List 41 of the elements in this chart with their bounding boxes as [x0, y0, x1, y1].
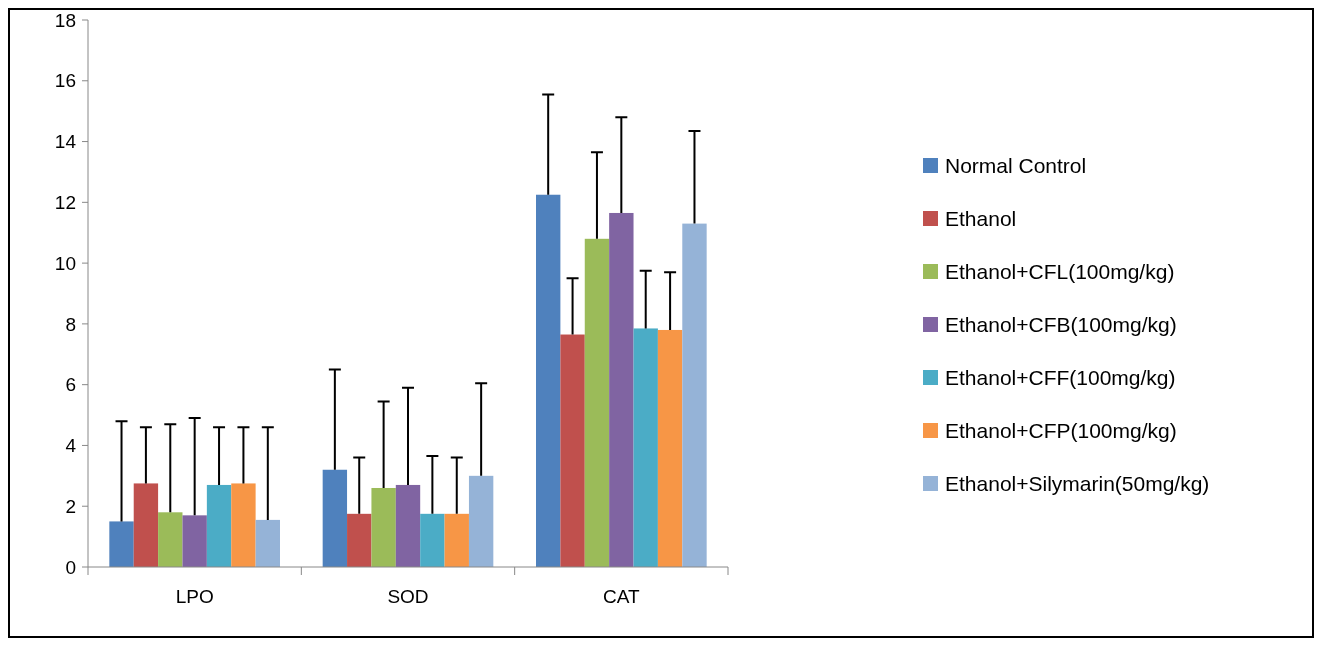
y-tick-label: 6: [65, 374, 76, 396]
bar: [255, 519, 280, 567]
bar: [158, 512, 183, 567]
bar: [633, 328, 658, 567]
y-tick-label: 2: [65, 495, 76, 517]
legend-label: Ethanol+CFL(100mg/kg): [945, 260, 1175, 284]
y-tick-label: 12: [54, 191, 76, 213]
bar: [420, 513, 445, 567]
bar: [468, 475, 494, 567]
y-tick-label: 10: [54, 252, 76, 274]
bar: [371, 487, 396, 567]
bar: [322, 469, 348, 567]
bar: [609, 212, 634, 567]
legend-label: Ethanol+Silymarin(50mg/kg): [945, 472, 1210, 496]
bar: [657, 329, 683, 567]
bar: [347, 513, 372, 567]
y-tick-label: 16: [54, 70, 76, 92]
bar: [444, 513, 469, 567]
legend-label: Ethanol: [945, 207, 1017, 231]
bar: [133, 483, 159, 567]
x-tick-label: SOD: [387, 586, 429, 607]
y-tick-label: 8: [65, 313, 76, 335]
bar: [536, 194, 561, 567]
y-tick-label: 0: [65, 556, 76, 578]
bar: [109, 521, 134, 567]
legend-label: Ethanol+CFB(100mg/kg): [945, 313, 1177, 337]
legend-label: Normal Control: [945, 154, 1087, 178]
bar: [231, 483, 256, 567]
bar: [182, 515, 207, 567]
bar: [682, 223, 707, 567]
x-tick-label: CAT: [603, 586, 641, 607]
bar: [560, 334, 585, 567]
y-tick-label: 4: [65, 435, 77, 457]
y-tick-label: 14: [54, 131, 77, 153]
x-tick-label: LPO: [175, 586, 214, 607]
bar: [584, 238, 610, 567]
y-tick-label: 18: [54, 9, 76, 31]
bar: [395, 484, 421, 567]
legend-label: Ethanol+CFF(100mg/kg): [945, 366, 1176, 390]
legend-label: Ethanol+CFP(100mg/kg): [945, 419, 1177, 443]
bar: [206, 484, 232, 567]
